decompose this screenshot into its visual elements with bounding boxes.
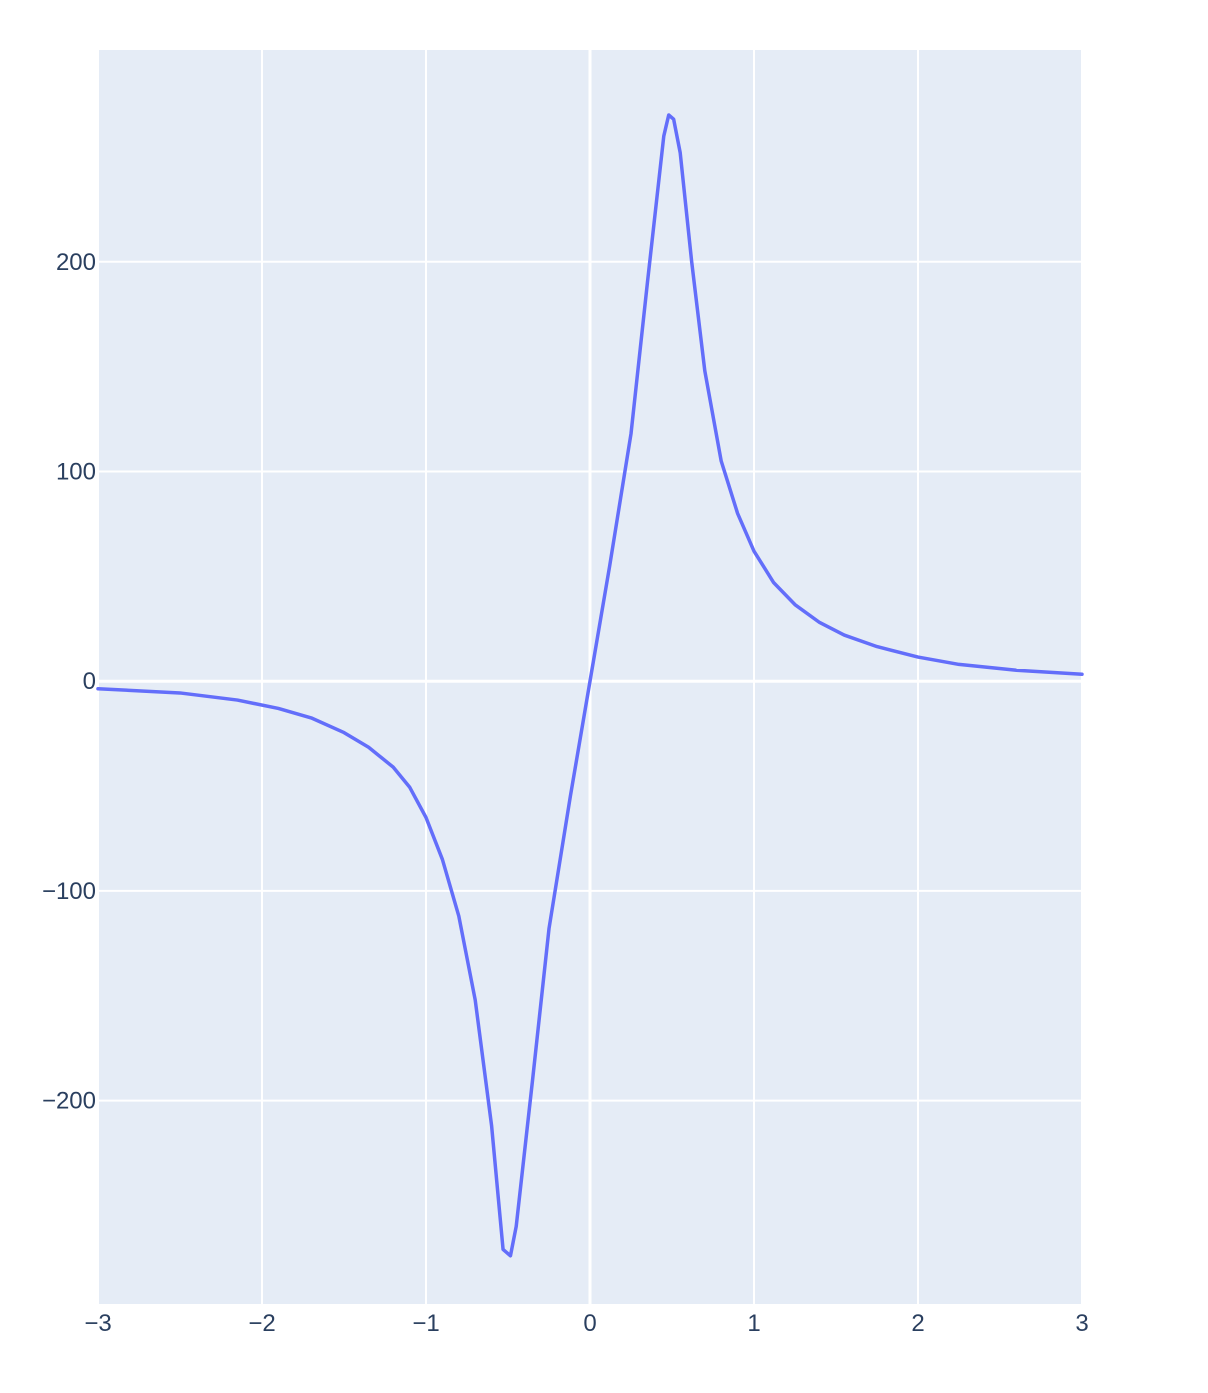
x-tick-label: 1 bbox=[747, 1310, 760, 1337]
x-axis-ticks: −3 −2 −1 0 1 2 3 bbox=[84, 1310, 1088, 1337]
y-tick-label: −200 bbox=[42, 1088, 96, 1115]
y-tick-label: −100 bbox=[42, 878, 96, 905]
y-tick-label: 100 bbox=[56, 458, 96, 485]
x-tick-label: −3 bbox=[84, 1310, 111, 1337]
y-tick-label: 200 bbox=[56, 249, 96, 276]
series-layer bbox=[96, 113, 1084, 1258]
series-line bbox=[96, 113, 1084, 1258]
x-tick-label: 2 bbox=[911, 1310, 924, 1337]
x-tick-label: −1 bbox=[412, 1310, 439, 1337]
y-tick-label: 0 bbox=[83, 668, 96, 695]
x-tick-label: 0 bbox=[583, 1310, 596, 1337]
x-tick-label: −2 bbox=[248, 1310, 275, 1337]
y-axis-ticks: −200 −100 0 100 200 bbox=[42, 249, 96, 1115]
x-tick-label: 3 bbox=[1075, 1310, 1088, 1337]
